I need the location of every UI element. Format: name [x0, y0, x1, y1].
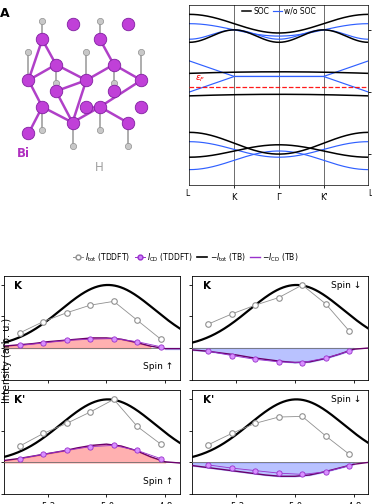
Text: Spin ↓: Spin ↓ [331, 395, 361, 404]
Text: Spin ↓: Spin ↓ [331, 281, 361, 290]
Text: Intensity (arb. u.): Intensity (arb. u.) [2, 318, 12, 403]
Text: Bi: Bi [17, 147, 30, 160]
Legend: $I_{\mathrm{tot}}$ (TDDFT), $I_{\mathrm{CD}}$ (TDDFT), $-I_{\mathrm{tot}}$ (TB),: $I_{\mathrm{tot}}$ (TDDFT), $I_{\mathrm{… [70, 248, 302, 267]
Text: K': K' [203, 395, 214, 405]
Text: Spin ↑: Spin ↑ [142, 477, 173, 485]
Text: H: H [94, 161, 103, 174]
Text: L: L [368, 189, 372, 198]
Legend: SOC, w/o SOC: SOC, w/o SOC [238, 4, 319, 19]
Text: Spin ↑: Spin ↑ [142, 362, 173, 371]
Text: B: B [168, 0, 177, 2]
Text: L: L [186, 189, 190, 198]
Text: K: K [203, 281, 211, 291]
Text: $\varepsilon_F$: $\varepsilon_F$ [195, 73, 205, 84]
Text: K': K' [14, 395, 26, 405]
Text: A: A [0, 7, 10, 20]
Text: K: K [14, 281, 22, 291]
